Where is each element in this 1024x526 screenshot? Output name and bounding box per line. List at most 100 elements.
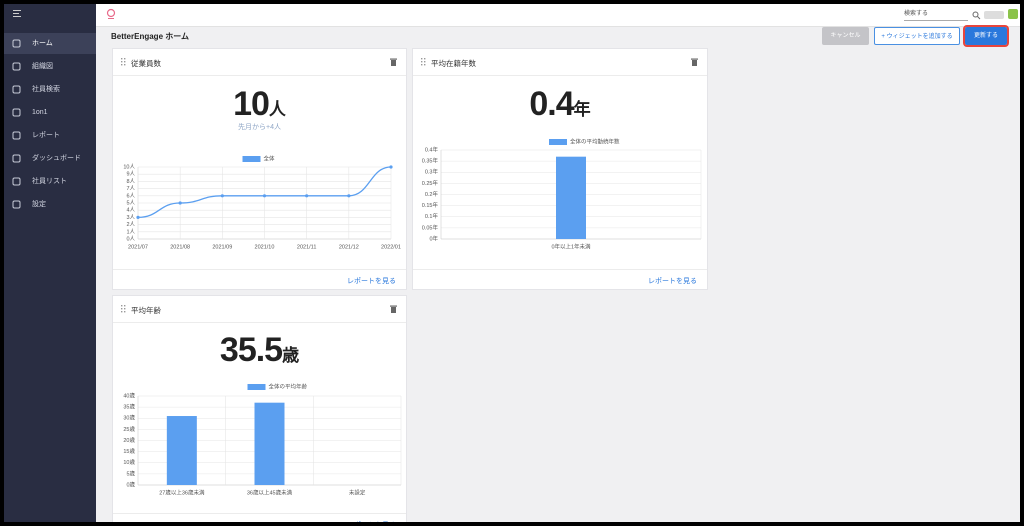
y-tick-label: 8人 (126, 178, 135, 185)
legend-swatch (549, 139, 567, 145)
delete-icon[interactable] (390, 58, 397, 66)
big-unit: 歳 (282, 346, 300, 365)
nav-icon-shape (12, 131, 21, 140)
report-link[interactable]: レポートを見る (648, 278, 697, 285)
search-input[interactable]: 検索する (904, 9, 968, 21)
widget-footer: レポートを見る (113, 269, 406, 289)
bar (556, 156, 586, 239)
widget-card: 従業員数 10人 先月から+4人 レポートを見る 全体 0人 1人 2人 3人 4人 5人 6人 7人 8… (112, 48, 407, 290)
grip-dot (121, 305, 123, 307)
bar (254, 402, 285, 485)
drag-handle[interactable] (420, 58, 426, 66)
x-tick-label: 2021/08 (170, 244, 190, 250)
nav-icon-shape (12, 85, 21, 94)
point (220, 194, 224, 198)
nav-item[interactable]: レポート (4, 125, 96, 146)
legend-swatch (242, 156, 261, 162)
trash-body (391, 307, 396, 313)
nav-icon (12, 85, 21, 94)
nav-item[interactable]: 設定 (4, 194, 96, 215)
y-tick-label: 5歳 (126, 469, 135, 477)
nav-item[interactable]: 1on1 (4, 102, 96, 123)
drag-handle[interactable] (120, 58, 126, 66)
legend-label: 全体の平均勤続年数 (570, 137, 620, 145)
y-tick-label: 0人 (126, 235, 135, 242)
grip-dot (121, 64, 123, 66)
page-title: BetterEngage ホーム (111, 32, 189, 41)
nav-label: 設定 (32, 201, 46, 208)
grip-dot (124, 61, 126, 63)
x-tick-label: 2021/07 (128, 244, 148, 250)
chart: 全体の平均年齢 0歳 5歳 10歳 15歳 20歳 25歳 30歳 35歳 40歳 27歳以上36歳… (123, 382, 402, 496)
report-link[interactable]: レポートを見る (347, 278, 396, 285)
nav-label: ホーム (32, 40, 53, 47)
nav-item[interactable]: ダッシュボード (4, 148, 96, 169)
y-tick-label: 0歳 (126, 480, 135, 488)
y-tick-label: 25歳 (123, 425, 135, 433)
grip-dot (124, 311, 126, 313)
y-tick-label: 0年 (429, 234, 438, 242)
update-button[interactable]: 更新する (963, 25, 1009, 47)
legend-swatch (247, 384, 266, 390)
nav-icon (12, 62, 21, 71)
y-tick-label: 2人 (126, 221, 135, 228)
grip-dot (121, 61, 123, 63)
nav-label: レポート (32, 132, 60, 139)
bar (166, 416, 197, 485)
nav-item[interactable]: 社員検索 (4, 79, 96, 100)
point (178, 201, 182, 205)
y-tick-label: 35歳 (123, 403, 135, 411)
grip-dot (421, 58, 423, 60)
widget-header: 平均在籍年数 (413, 49, 707, 76)
y-tick-label: 4人 (126, 207, 135, 214)
topbar: 検索する (96, 4, 1020, 27)
y-tick-label: 30歳 (123, 414, 135, 422)
y-tick-label: 0.3年 (425, 168, 439, 176)
grip-dot (421, 61, 423, 63)
delete-icon[interactable] (691, 58, 698, 66)
nav-icon-shape (12, 62, 21, 71)
trash-lid (390, 58, 397, 60)
nav-label: 組織図 (32, 63, 53, 70)
widget-header: 従業員数 (113, 49, 406, 76)
x-tick-label: 未設定 (349, 488, 366, 496)
point (347, 194, 351, 198)
widget-header: 平均年齢 (113, 296, 406, 323)
delete-icon[interactable] (390, 305, 397, 313)
big-unit: 年 (573, 100, 591, 119)
nav-item[interactable]: 社員リスト (4, 171, 96, 192)
widget-title: 平均在籍年数 (431, 59, 476, 68)
cancel-button[interactable]: キャンセル (822, 27, 869, 45)
menu-icon[interactable] (12, 8, 22, 18)
big-value: 0.4 (529, 85, 574, 123)
grip-dot (124, 305, 126, 307)
y-tick-label: 20歳 (123, 436, 135, 444)
grip-dot (124, 58, 126, 60)
trash-body (391, 60, 396, 66)
search-icon[interactable] (972, 11, 981, 20)
y-tick-label: 0.4年 (425, 145, 439, 153)
subtitle: 先月から+4人 (238, 124, 281, 131)
x-tick-label: 2021/12 (339, 244, 359, 250)
x-tick-label: 0年以上1年未満 (551, 242, 591, 250)
grip-dot (424, 61, 426, 63)
nav-icon (12, 131, 21, 140)
nav-item[interactable]: ホーム (4, 33, 96, 54)
drag-handle[interactable] (120, 305, 126, 313)
nav-icon-shape (12, 200, 21, 209)
avatar[interactable] (1008, 9, 1018, 19)
nav-item[interactable]: 組織図 (4, 56, 96, 77)
y-tick-label: 1人 (126, 228, 135, 235)
trash-lid (691, 58, 698, 60)
grip-dot (421, 64, 423, 66)
x-tick-label: 2021/10 (255, 244, 275, 250)
grip-dot (424, 64, 426, 66)
widget-footer: レポートを見る (113, 513, 406, 522)
add-widget-button[interactable]: + ウィジェットを追加する (874, 27, 960, 45)
nav-label: 社員検索 (32, 86, 60, 93)
nav-icon (12, 177, 21, 186)
nav-icon (12, 39, 21, 48)
y-tick-label: 0.25年 (422, 179, 439, 187)
nav-icon (12, 108, 21, 117)
